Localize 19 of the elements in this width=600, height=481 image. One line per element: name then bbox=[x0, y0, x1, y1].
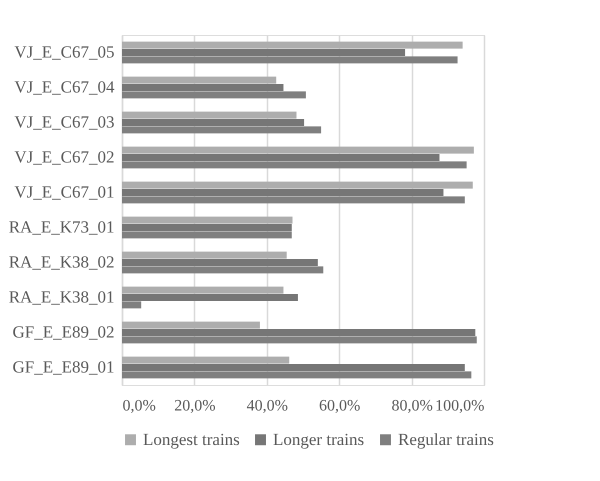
legend-label: Regular trains bbox=[398, 430, 494, 449]
x-tick-label: 20,0% bbox=[174, 398, 216, 414]
x-tick-label: 60,0% bbox=[319, 398, 360, 414]
x-tick-label: 100,0% bbox=[435, 398, 484, 414]
x-tick-label: 0,0% bbox=[122, 398, 156, 414]
legend-label: Longer trains bbox=[273, 430, 364, 449]
y-tick-label: GF_E_E89_02 bbox=[12, 322, 114, 342]
x-tick-label: 80,0% bbox=[391, 398, 433, 414]
x-tick-label: 40,0% bbox=[246, 398, 288, 414]
y-tick-label: VJ_E_C67_02 bbox=[14, 148, 114, 166]
y-tick-label: RA_E_K73_01 bbox=[8, 218, 114, 236]
legend-label: Longest trains bbox=[143, 430, 240, 449]
y-tick-label: GF_E_E89_01 bbox=[12, 358, 114, 376]
y-tick-label: VJ_E_C67_03 bbox=[14, 112, 114, 132]
y-tick-label: RA_E_K38_01 bbox=[8, 288, 114, 306]
y-tick-label: VJ_E_C67_05 bbox=[14, 42, 114, 62]
y-tick-label: VJ_E_C67_01 bbox=[14, 182, 114, 202]
y-tick-label: RA_E_K38_02 bbox=[8, 252, 114, 272]
y-tick-label: VJ_E_C67_04 bbox=[14, 78, 115, 96]
